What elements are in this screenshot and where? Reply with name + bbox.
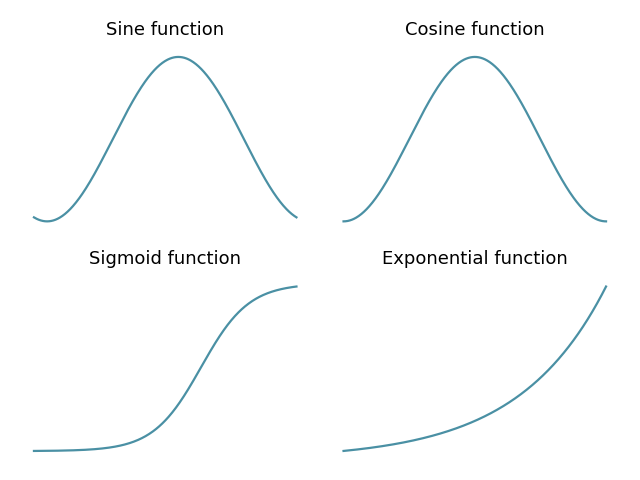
Title: Exponential function: Exponential function	[382, 251, 568, 268]
Title: Sine function: Sine function	[106, 21, 224, 39]
Title: Cosine function: Cosine function	[405, 21, 545, 39]
Title: Sigmoid function: Sigmoid function	[89, 251, 241, 268]
